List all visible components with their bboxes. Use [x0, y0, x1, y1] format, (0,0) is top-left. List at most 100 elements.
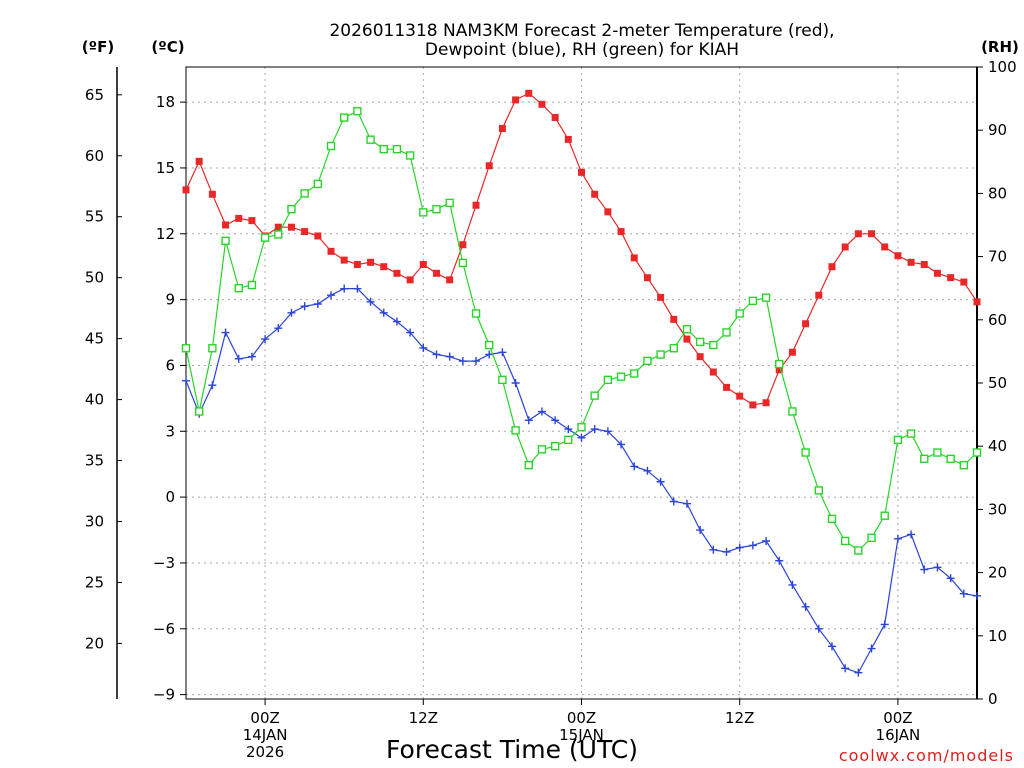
x-tick-label: 14JAN	[243, 726, 288, 744]
celsius-unit-label: (ºC)	[151, 38, 184, 56]
dewpoint-point	[577, 433, 586, 442]
dewpoint-point	[234, 354, 243, 363]
rh-point	[603, 375, 613, 385]
temperature-point	[182, 186, 190, 194]
temperature-point	[973, 298, 981, 306]
credit-label: coolwx.com/models	[839, 746, 1014, 765]
fahrenheit-tick-label: 25	[85, 573, 104, 591]
rh-point	[366, 135, 375, 144]
rh-point	[326, 141, 336, 151]
temperature-point	[538, 100, 546, 108]
rh-tick-label: 70	[988, 248, 1007, 266]
temperature-point	[459, 241, 467, 249]
rh-point	[695, 337, 705, 347]
temperature-point	[723, 383, 731, 391]
temperature-point	[274, 223, 282, 231]
temperature-point	[301, 228, 309, 236]
dewpoint-point	[682, 499, 691, 508]
temperature-point	[947, 274, 955, 282]
temperature-point	[604, 208, 612, 216]
dewpoint-point	[643, 466, 652, 475]
dewpoint-point	[603, 427, 612, 436]
dewpoint-point	[709, 545, 718, 554]
temperature-point	[419, 261, 427, 268]
rh-tick-label: 50	[988, 374, 1007, 392]
temperature-point	[314, 232, 322, 240]
rh-point	[630, 369, 639, 378]
rh-point	[432, 204, 441, 214]
temperature-point	[446, 276, 454, 284]
temperature-point	[591, 190, 599, 198]
rh-point	[181, 344, 191, 353]
rh-point	[867, 533, 876, 543]
temperature-point	[802, 320, 810, 328]
temperature-point	[512, 96, 520, 104]
dewpoint-point	[973, 591, 981, 600]
fahrenheit-tick-label: 60	[85, 147, 104, 165]
rh-point	[221, 236, 230, 246]
dewpoint-point	[920, 565, 929, 574]
temperature-point	[367, 258, 375, 266]
dewpoint-point	[893, 534, 902, 543]
x-axis-title: Forecast Time (UTC)	[386, 735, 638, 764]
celsius-tick-label: 3	[165, 422, 175, 440]
celsius-tick-label: −6	[153, 620, 175, 638]
fahrenheit-tick-label: 65	[85, 86, 104, 104]
rh-unit-label: (RH)	[981, 38, 1019, 56]
rh-point	[274, 230, 283, 239]
temperature-point	[643, 274, 651, 282]
rh-point	[656, 350, 665, 359]
temperature-point	[736, 392, 744, 400]
dewpoint-point	[722, 547, 731, 556]
rh-line	[185, 110, 978, 552]
x-tick-label: 2026	[246, 743, 284, 761]
temperature-point	[868, 230, 876, 238]
rh-point	[524, 460, 533, 470]
temperature-point	[683, 335, 691, 343]
rh-tick-label: 100	[988, 58, 1017, 76]
rh-point	[379, 144, 388, 154]
dewpoint-point	[406, 328, 415, 337]
dewpoint-point	[432, 350, 441, 359]
celsius-tick-label: 18	[156, 93, 175, 111]
fahrenheit-tick-label: 20	[85, 634, 104, 652]
x-tick-label: 00Z	[567, 709, 596, 727]
rh-point	[669, 344, 678, 353]
dewpoint-point	[762, 537, 771, 545]
celsius-tick-label: 6	[165, 356, 175, 374]
rh-tick-label: 20	[988, 564, 1007, 582]
dewpoint-point	[327, 291, 336, 300]
chart-title-line-2: Dewpoint (blue), RH (green) for KIAH	[425, 40, 739, 60]
x-tick-label: 00Z	[250, 709, 279, 727]
rh-point	[946, 454, 955, 464]
dewpoint-point	[353, 284, 362, 293]
series-temperature	[182, 89, 981, 409]
dewpoint-point	[867, 644, 876, 653]
dewpoint-point	[617, 440, 626, 449]
temperature-point	[775, 366, 783, 374]
rh-point	[260, 233, 270, 242]
dewpoint-point	[827, 642, 836, 651]
dewpoint-point	[551, 416, 560, 425]
dewpoint-point	[590, 425, 599, 434]
dewpoint-point	[959, 589, 968, 598]
dewpoint-point	[458, 357, 467, 366]
temperature-point	[222, 221, 230, 229]
rh-tick-label: 60	[988, 311, 1007, 329]
temperature-point	[472, 201, 480, 209]
dewpoint-point	[366, 297, 375, 306]
rh-point	[893, 435, 903, 445]
dewpoint-point	[696, 526, 705, 535]
temperature-point	[406, 276, 414, 284]
temperature-point	[696, 353, 704, 361]
temperature-point	[933, 269, 941, 277]
dewpoint-point	[392, 317, 401, 326]
series-dewpoint	[182, 284, 981, 677]
celsius-tick-label: 15	[156, 159, 175, 177]
rh-point	[194, 407, 204, 416]
rh-tick-label: 80	[988, 184, 1007, 202]
rh-point	[405, 151, 415, 160]
rh-point	[577, 423, 586, 432]
temperature-point	[907, 258, 915, 266]
